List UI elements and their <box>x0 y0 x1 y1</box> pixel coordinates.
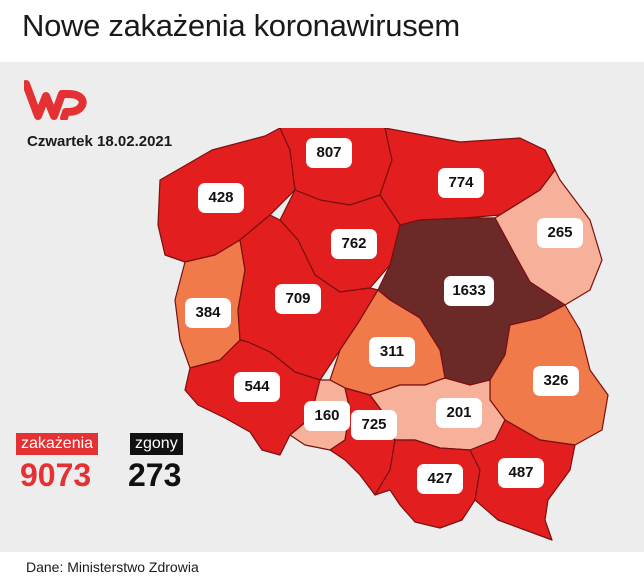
date-label: Czwartek 18.02.2021 <box>27 133 173 150</box>
value-label-podkarpackie: 487 <box>498 458 544 488</box>
value-label-dolnoslaskie: 544 <box>234 372 280 402</box>
cases-value: 9073 <box>20 457 92 493</box>
cases-label: zakażenia <box>16 433 99 455</box>
value-label-opolskie: 160 <box>304 401 350 431</box>
wp-logo-icon <box>22 80 98 125</box>
value-label-warminsko-mazurskie: 774 <box>438 168 484 198</box>
deaths-value: 273 <box>128 457 182 493</box>
value-label-kujawsko-pomorskie: 762 <box>331 229 377 259</box>
value-label-malopolskie: 427 <box>417 464 463 494</box>
value-label-pomorskie: 807 <box>306 138 352 168</box>
value-label-wielkopolskie: 709 <box>275 284 321 314</box>
value-label-podlaskie: 265 <box>537 218 583 248</box>
value-label-lubuskie: 384 <box>185 298 231 328</box>
value-label-lubelskie: 326 <box>533 366 579 396</box>
value-label-lodzkie: 311 <box>369 337 415 367</box>
value-label-swietokrzyskie: 201 <box>436 398 482 428</box>
value-label-slaskie: 725 <box>351 410 397 440</box>
source-note: Dane: Ministerstwo Zdrowia <box>26 559 199 575</box>
page-title: Nowe zakażenia koronawirusem <box>22 8 460 43</box>
value-label-zachodniopomorskie: 428 <box>198 183 244 213</box>
deaths-label: zgony <box>130 433 183 455</box>
value-label-mazowieckie: 1633 <box>444 276 494 306</box>
